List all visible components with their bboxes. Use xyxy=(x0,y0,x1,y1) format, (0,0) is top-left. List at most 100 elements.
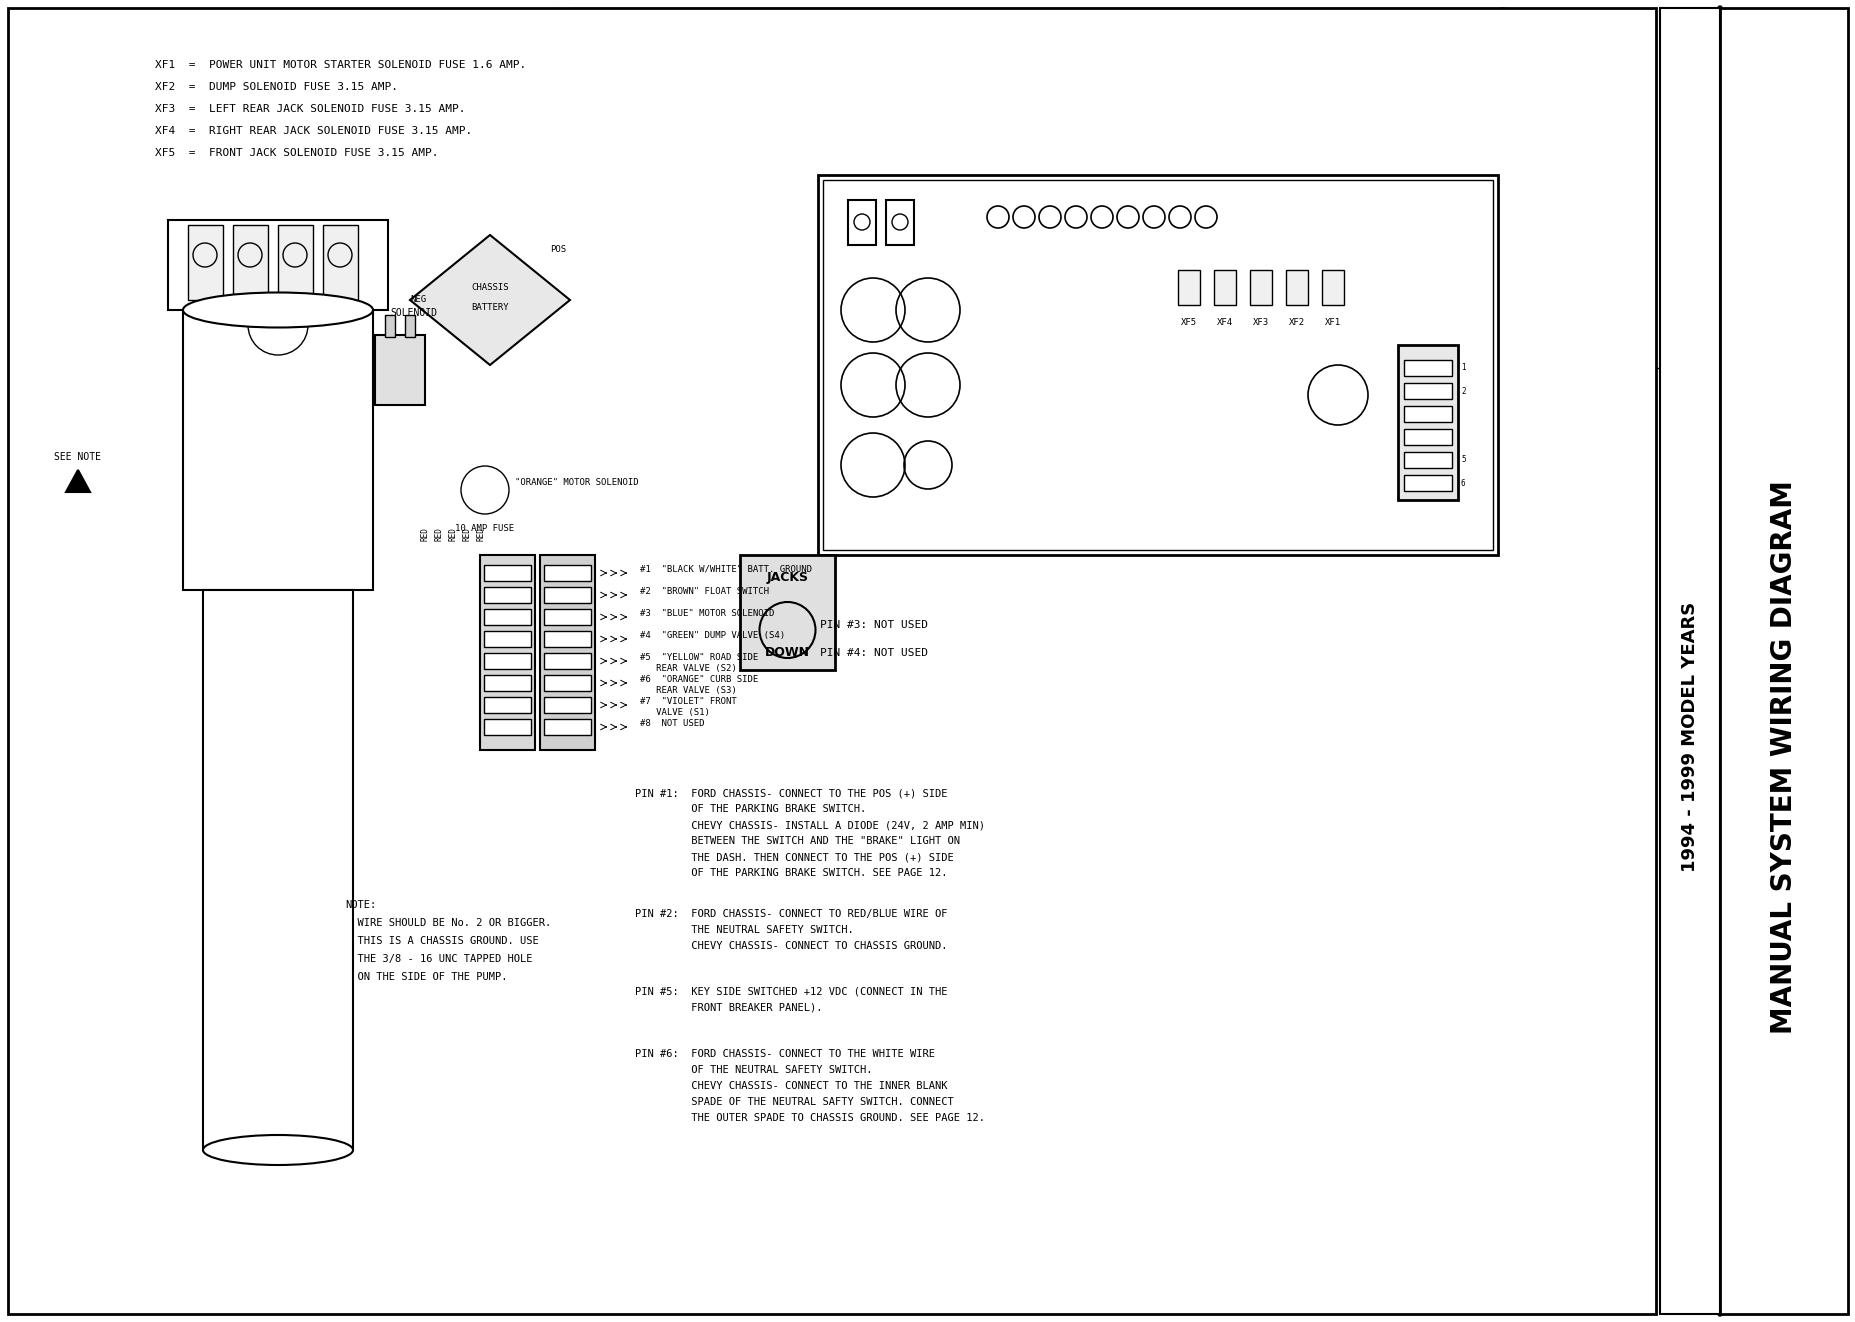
Text: #1  "BLACK W/WHITE" BATT. GROUND: #1 "BLACK W/WHITE" BATT. GROUND xyxy=(640,564,812,574)
Text: 1: 1 xyxy=(1460,364,1465,373)
Text: SOLENOID: SOLENOID xyxy=(390,308,436,319)
Bar xyxy=(544,587,590,603)
Bar xyxy=(1658,8,1720,1314)
Bar xyxy=(169,219,388,309)
Bar xyxy=(1213,270,1235,305)
Text: NOTE:: NOTE: xyxy=(345,900,377,910)
Text: XF1: XF1 xyxy=(1324,319,1341,327)
Text: NEG: NEG xyxy=(410,295,427,304)
Text: FRONT BREAKER PANEL).: FRONT BREAKER PANEL). xyxy=(634,1003,822,1013)
Text: REAR VALVE (S3): REAR VALVE (S3) xyxy=(640,686,736,695)
Bar xyxy=(480,555,534,750)
Bar xyxy=(278,225,313,300)
Text: "ORANGE" MOTOR SOLENOID: "ORANGE" MOTOR SOLENOID xyxy=(514,479,638,486)
Bar xyxy=(1286,270,1308,305)
Text: SEE NOTE: SEE NOTE xyxy=(54,452,102,461)
Text: VALVE (S1): VALVE (S1) xyxy=(640,709,709,717)
Bar xyxy=(484,676,531,691)
Bar xyxy=(484,564,531,580)
Ellipse shape xyxy=(202,1136,352,1165)
Text: THE DASH. THEN CONNECT TO THE POS (+) SIDE: THE DASH. THEN CONNECT TO THE POS (+) SI… xyxy=(634,851,953,862)
Bar xyxy=(544,676,590,691)
Bar xyxy=(1402,383,1451,399)
Text: CHEVY CHASSIS- INSTALL A DIODE (24V, 2 AMP MIN): CHEVY CHASSIS- INSTALL A DIODE (24V, 2 A… xyxy=(634,820,985,830)
Bar xyxy=(187,225,223,300)
Polygon shape xyxy=(67,471,89,492)
Bar xyxy=(1248,270,1271,305)
Text: ON THE SIDE OF THE PUMP.: ON THE SIDE OF THE PUMP. xyxy=(345,972,506,982)
Bar xyxy=(544,631,590,646)
Bar xyxy=(818,175,1497,555)
Text: #2  "BROWN" FLOAT SWITCH: #2 "BROWN" FLOAT SWITCH xyxy=(640,587,768,596)
Text: XF3: XF3 xyxy=(1252,319,1269,327)
Bar xyxy=(848,200,876,245)
Text: SPADE OF THE NEUTRAL SAFTY SWITCH. CONNECT: SPADE OF THE NEUTRAL SAFTY SWITCH. CONNE… xyxy=(634,1097,953,1107)
Bar xyxy=(822,180,1491,550)
Text: THE NEUTRAL SAFETY SWITCH.: THE NEUTRAL SAFETY SWITCH. xyxy=(634,925,853,935)
Bar xyxy=(1321,270,1343,305)
Bar xyxy=(484,631,531,646)
Bar xyxy=(484,653,531,669)
Bar xyxy=(740,555,835,670)
Text: RED: RED xyxy=(477,527,486,541)
Polygon shape xyxy=(410,235,569,365)
Text: PIN #1:  FORD CHASSIS- CONNECT TO THE POS (+) SIDE: PIN #1: FORD CHASSIS- CONNECT TO THE POS… xyxy=(634,788,948,798)
Text: PIN #3: NOT USED: PIN #3: NOT USED xyxy=(820,620,928,631)
Text: 5: 5 xyxy=(1460,456,1465,464)
Text: DOWN: DOWN xyxy=(764,646,809,660)
Text: XF1  =  POWER UNIT MOTOR STARTER SOLENOID FUSE 1.6 AMP.: XF1 = POWER UNIT MOTOR STARTER SOLENOID … xyxy=(156,59,527,70)
Bar xyxy=(484,719,531,735)
Text: POS: POS xyxy=(549,245,566,254)
Text: PIN #2:  FORD CHASSIS- CONNECT TO RED/BLUE WIRE OF: PIN #2: FORD CHASSIS- CONNECT TO RED/BLU… xyxy=(634,910,948,919)
Text: #4  "GREEN" DUMP VALVE (S4): #4 "GREEN" DUMP VALVE (S4) xyxy=(640,631,785,640)
Text: XF2: XF2 xyxy=(1287,319,1304,327)
Ellipse shape xyxy=(184,292,373,328)
Bar xyxy=(1402,406,1451,422)
Bar xyxy=(484,697,531,713)
Bar xyxy=(544,697,590,713)
Text: BETWEEN THE SWITCH AND THE "BRAKE" LIGHT ON: BETWEEN THE SWITCH AND THE "BRAKE" LIGHT… xyxy=(634,836,959,846)
Bar xyxy=(540,555,595,750)
Bar xyxy=(375,334,425,405)
Text: CHASSIS: CHASSIS xyxy=(471,283,508,292)
Text: XF5: XF5 xyxy=(1180,319,1196,327)
Text: CHEVY CHASSIS- CONNECT TO THE INNER BLANK: CHEVY CHASSIS- CONNECT TO THE INNER BLAN… xyxy=(634,1081,948,1091)
Text: PIN #4: NOT USED: PIN #4: NOT USED xyxy=(820,648,928,658)
Bar xyxy=(544,564,590,580)
Bar xyxy=(1720,8,1848,1314)
Text: OF THE PARKING BRAKE SWITCH. SEE PAGE 12.: OF THE PARKING BRAKE SWITCH. SEE PAGE 12… xyxy=(634,869,948,878)
Text: XF4  =  RIGHT REAR JACK SOLENOID FUSE 3.15 AMP.: XF4 = RIGHT REAR JACK SOLENOID FUSE 3.15… xyxy=(156,126,471,136)
Bar xyxy=(484,587,531,603)
Text: 1994 - 1999 MODEL YEARS: 1994 - 1999 MODEL YEARS xyxy=(1681,602,1697,873)
Bar xyxy=(7,8,1655,1314)
Bar xyxy=(384,315,395,337)
Bar xyxy=(184,309,373,590)
Text: RED: RED xyxy=(434,527,443,541)
Text: #6  "ORANGE" CURB SIDE: #6 "ORANGE" CURB SIDE xyxy=(640,676,759,683)
Text: OF THE NEUTRAL SAFETY SWITCH.: OF THE NEUTRAL SAFETY SWITCH. xyxy=(634,1066,872,1075)
Text: OF THE PARKING BRAKE SWITCH.: OF THE PARKING BRAKE SWITCH. xyxy=(634,804,866,814)
Text: CHEVY CHASSIS- CONNECT TO CHASSIS GROUND.: CHEVY CHASSIS- CONNECT TO CHASSIS GROUND… xyxy=(634,941,948,951)
Text: RED: RED xyxy=(462,527,471,541)
Bar xyxy=(544,653,590,669)
Bar xyxy=(544,719,590,735)
Text: #5  "YELLOW" ROAD SIDE: #5 "YELLOW" ROAD SIDE xyxy=(640,653,759,662)
Text: XF3  =  LEFT REAR JACK SOLENOID FUSE 3.15 AMP.: XF3 = LEFT REAR JACK SOLENOID FUSE 3.15 … xyxy=(156,104,466,114)
Text: XF4: XF4 xyxy=(1217,319,1232,327)
Bar xyxy=(1402,360,1451,375)
Text: 10 AMP FUSE: 10 AMP FUSE xyxy=(454,524,514,533)
Text: 6: 6 xyxy=(1460,479,1465,488)
Bar xyxy=(544,609,590,625)
Bar xyxy=(1402,430,1451,446)
Bar xyxy=(885,200,913,245)
Bar xyxy=(1402,475,1451,490)
Bar xyxy=(1402,452,1451,468)
Text: XF5  =  FRONT JACK SOLENOID FUSE 3.15 AMP.: XF5 = FRONT JACK SOLENOID FUSE 3.15 AMP. xyxy=(156,148,438,159)
Text: MANUAL SYSTEM WIRING DIAGRAM: MANUAL SYSTEM WIRING DIAGRAM xyxy=(1770,480,1797,1034)
Text: 2: 2 xyxy=(1460,386,1465,395)
Text: THE OUTER SPADE TO CHASSIS GROUND. SEE PAGE 12.: THE OUTER SPADE TO CHASSIS GROUND. SEE P… xyxy=(634,1113,985,1122)
Text: RED: RED xyxy=(421,527,430,541)
Text: RED: RED xyxy=(449,527,458,541)
Bar xyxy=(404,315,416,337)
Bar xyxy=(234,225,267,300)
